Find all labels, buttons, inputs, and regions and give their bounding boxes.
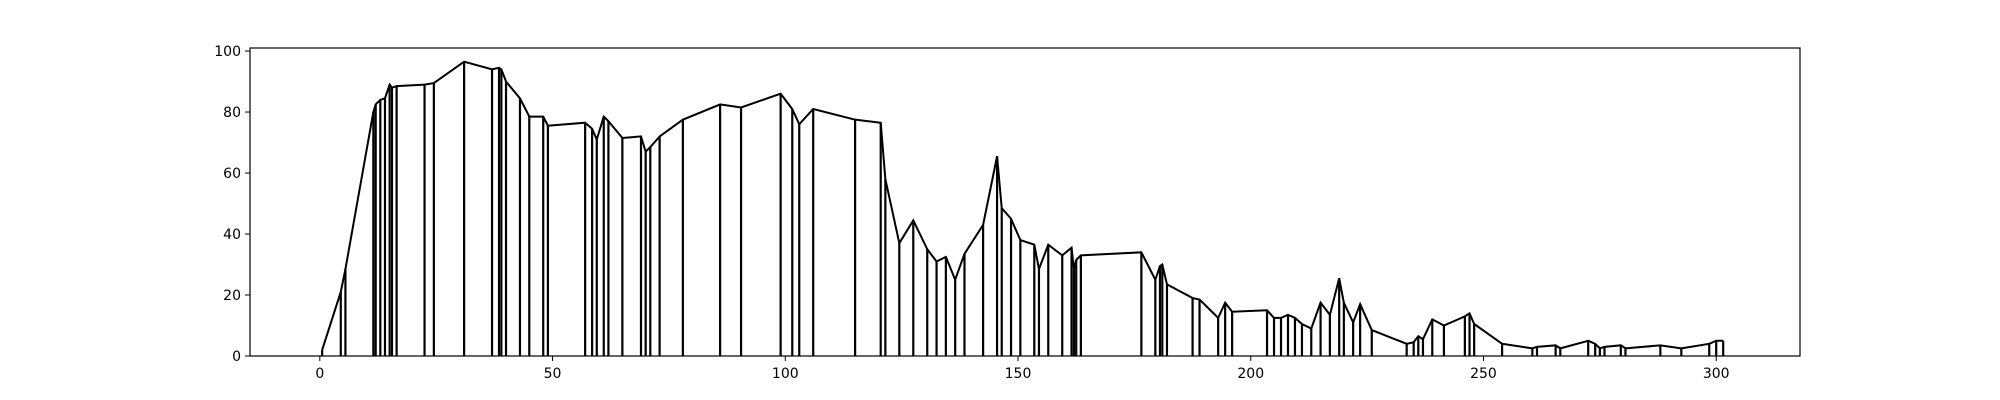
- y-tick-label: 60: [223, 166, 241, 182]
- axes-frame: [249, 47, 1801, 357]
- plot-area: [250, 48, 1800, 356]
- series-line: [321, 60, 1724, 351]
- series-layer: [321, 60, 1725, 356]
- x-tick-label: 200: [1237, 366, 1264, 382]
- x-axis: 0 50 100 150 200 250 300: [315, 356, 1730, 382]
- x-tick-label: 100: [772, 366, 799, 382]
- y-axis: 0 20 40 60 80 100: [214, 44, 250, 365]
- y-tick-label: 80: [223, 105, 241, 121]
- x-tick-label: 50: [544, 366, 562, 382]
- x-tick-label: 300: [1703, 366, 1730, 382]
- x-tick-label: 0: [315, 366, 324, 382]
- y-tick-label: 100: [214, 44, 241, 60]
- x-tick-label: 150: [1005, 366, 1032, 382]
- y-tick-label: 20: [223, 288, 241, 304]
- y-tick-label: 40: [223, 227, 241, 243]
- y-tick-label: 0: [232, 349, 241, 365]
- x-tick-label: 250: [1470, 366, 1497, 382]
